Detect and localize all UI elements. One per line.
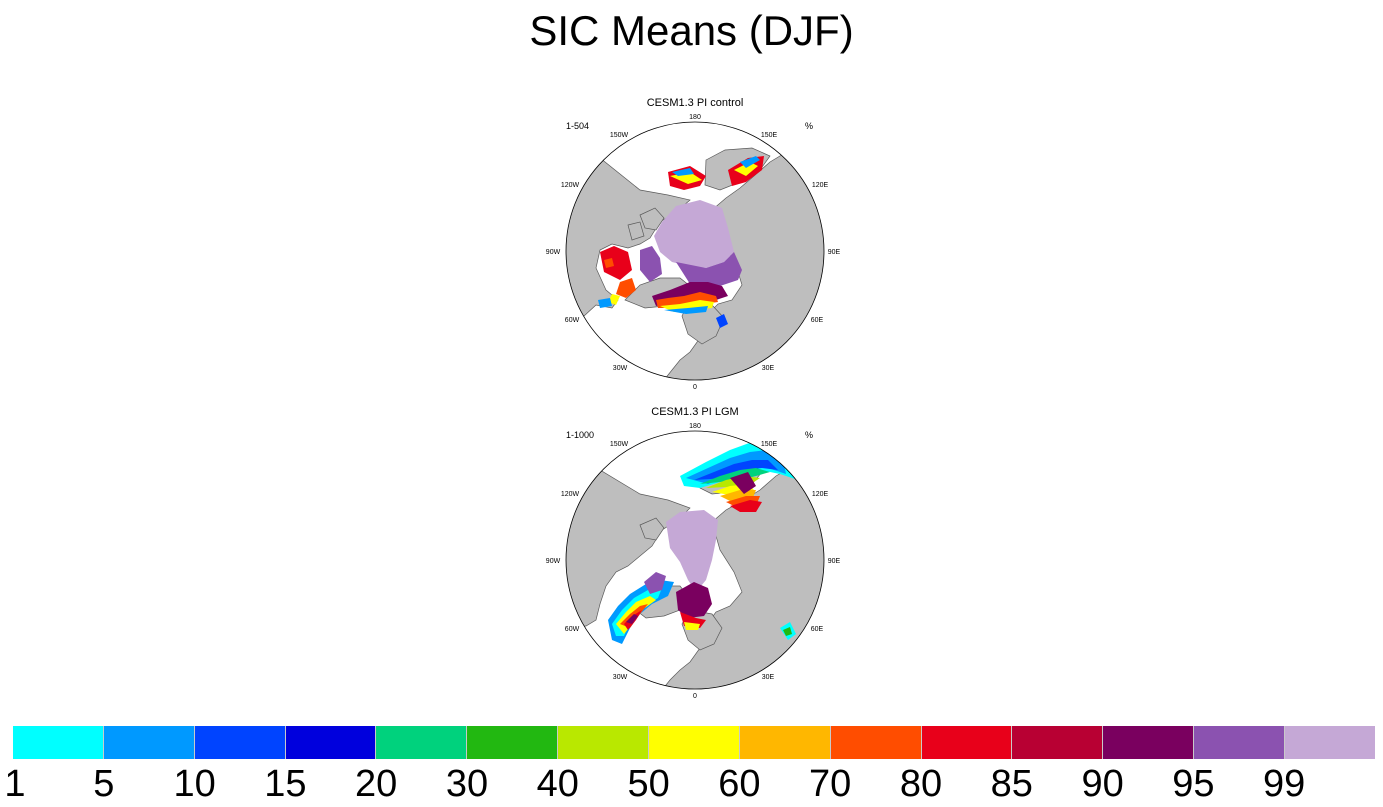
panel-1-map [566, 122, 824, 380]
colorbar-box [376, 726, 468, 759]
colorbar-box [467, 726, 559, 759]
colorbar-label: 20 [355, 763, 398, 805]
panel-1-lon-150w: 150W [610, 132, 629, 139]
panel-1-longitude-labels: 180 150E 120E 90E 60E 30E 0 30W 60W 90W … [546, 114, 841, 391]
colorbar-box [13, 726, 104, 759]
panel-2-sea-ice [608, 440, 798, 644]
colorbar-box [1194, 726, 1286, 759]
colorbar-label: 80 [899, 763, 943, 805]
panel-1-lon-0: 0 [693, 384, 697, 391]
panel-1-boundary [565, 121, 825, 381]
colorbar-label: 99 [1263, 763, 1306, 805]
colorbar-box [285, 726, 377, 759]
panel-1-lon-120e: 120E [812, 182, 829, 189]
panel-2-lon-30w: 30W [613, 674, 628, 681]
colorbar-box [921, 726, 1013, 759]
panel-2-lon-30e: 30E [762, 674, 775, 681]
panel-2-title: CESM1.3 PI LGM [651, 406, 738, 418]
colorbar-box [739, 726, 831, 759]
colorbar-box [558, 726, 650, 759]
figure-title: SIC Means (DJF) [529, 7, 854, 54]
colorbar-label: 15 [264, 763, 307, 805]
panel-1-sea-ice [598, 156, 764, 328]
panel-2-lon-60e: 60E [811, 626, 824, 633]
panel-2-lon-0: 0 [693, 693, 697, 700]
panel-2-left-label: 1-1000 [566, 430, 594, 440]
colorbar-box [1103, 726, 1195, 759]
panel-2-lon-120e: 120E [812, 491, 829, 498]
colorbar-label: 85 [990, 763, 1033, 805]
colorbar-label: 90 [1081, 763, 1124, 805]
colorbar [13, 726, 1375, 759]
panel-2-lon-90e: 90E [828, 558, 841, 565]
panel-2-lon-180: 180 [689, 423, 701, 430]
panel-1-left-label: 1-504 [566, 121, 589, 131]
colorbar-label: 70 [809, 763, 852, 805]
panel-1-lon-30e: 30E [762, 365, 775, 372]
panel-1: CESM1.3 PI control 1-504 % [546, 97, 841, 391]
colorbar-box [649, 726, 740, 759]
panel-2: CESM1.3 PI LGM 1-1000 % [546, 406, 841, 700]
panel-2-lon-90w: 90W [546, 558, 561, 565]
colorbar-label: 30 [445, 763, 489, 805]
colorbar-label: 50 [627, 763, 670, 805]
colorbar-label: 1 [4, 763, 26, 805]
colorbar-box [830, 726, 922, 759]
panel-2-longitude-labels: 180 150E 120E 90E 60E 30E 0 30W 60W 90W … [546, 423, 841, 700]
colorbar-label: 40 [536, 763, 579, 805]
colorbar-label: 95 [1172, 763, 1215, 805]
colorbar-label: 5 [93, 763, 115, 805]
colorbar-label: 60 [718, 763, 761, 805]
colorbar-box [1012, 726, 1104, 759]
panel-1-lon-90w: 90W [546, 249, 561, 256]
panel-1-lon-90e: 90E [828, 249, 841, 256]
colorbar-box [1285, 726, 1375, 759]
panel-1-lon-60e: 60E [811, 317, 824, 324]
panel-1-units-label: % [805, 121, 813, 131]
panel-1-lon-30w: 30W [613, 365, 628, 372]
panel-1-title: CESM1.3 PI control [647, 97, 744, 109]
colorbar-label: 10 [173, 763, 216, 805]
panel-1-lon-180: 180 [689, 114, 701, 121]
panel-2-lon-150w: 150W [610, 441, 629, 448]
panel-1-lon-120w: 120W [561, 182, 580, 189]
colorbar-box [103, 726, 195, 759]
polar-maps: CESM1.3 PI control 1-504 % [546, 97, 841, 700]
colorbar-box [194, 726, 286, 759]
panel-2-lon-60w: 60W [565, 626, 580, 633]
panel-2-lon-120w: 120W [561, 491, 580, 498]
panel-2-lon-150e: 150E [761, 441, 778, 448]
panel-1-lon-150e: 150E [761, 132, 778, 139]
panel-2-boundary [565, 430, 825, 690]
panel-1-lon-60w: 60W [565, 317, 580, 324]
panel-2-units-label: % [805, 430, 813, 440]
panel-2-map [566, 431, 824, 689]
